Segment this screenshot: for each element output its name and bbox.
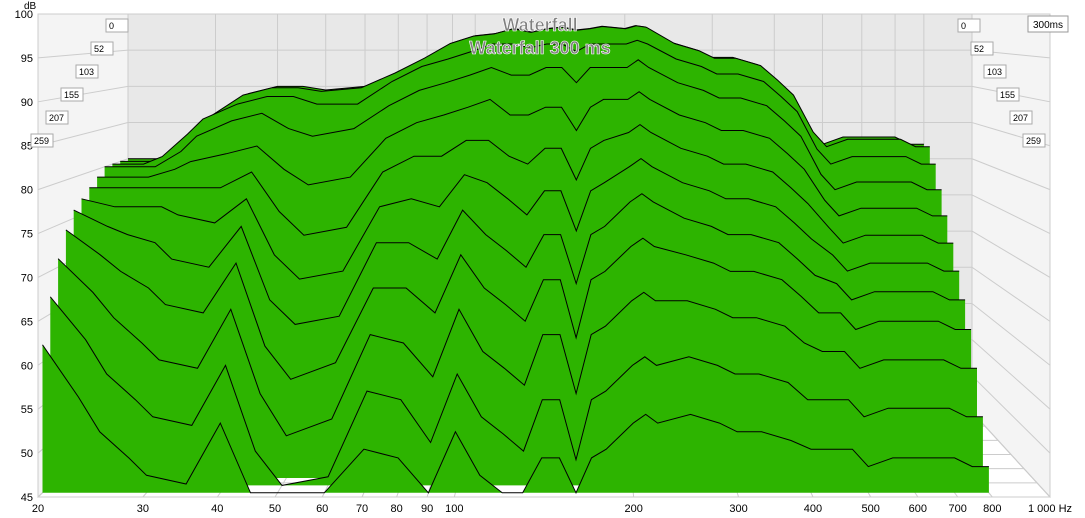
time-tick-label: 103 [79, 67, 94, 77]
time-tick-label: 155 [1000, 90, 1015, 100]
time-tick-box [30, 133, 54, 148]
time-tick-label: 52 [974, 44, 984, 54]
time-tick-label: 0 [961, 21, 966, 31]
waterfall-slice-line [57, 258, 977, 437]
x-tick-label: 30 [137, 503, 149, 515]
time-badge: 300ms [1027, 15, 1069, 33]
y-axis-label: dB [24, 1, 37, 12]
time-tick-label: 259 [34, 136, 49, 146]
time-tick-box [996, 87, 1020, 102]
time-tick-box [90, 41, 114, 56]
x-tick-label: 40 [211, 503, 223, 515]
x-tick-label: 800 [983, 503, 1001, 515]
y-tick-label: 80 [21, 185, 33, 197]
time-tick-label: 0 [109, 21, 114, 31]
y-tick-label: 65 [21, 316, 33, 328]
x-tick-label: 70 [356, 503, 368, 515]
time-tick-box [60, 87, 84, 102]
waterfall-slice-line [120, 25, 930, 162]
y-tick-label: 50 [21, 448, 33, 460]
x-tick-label: 700 [949, 503, 967, 515]
time-tick-box [970, 41, 994, 56]
time-tick-label: 52 [94, 44, 104, 54]
waterfall-slice-line [97, 91, 948, 217]
y-tick-label: 60 [21, 360, 33, 372]
grid-line-db-side [971, 339, 1051, 410]
grid-line-db-side [971, 266, 1051, 322]
y-tick-label: 85 [21, 141, 33, 153]
chart-title: Waterfall [502, 15, 577, 35]
y-tick-label: 70 [21, 272, 33, 284]
axes: 45 50 55 60 65 70 75 80 85 90 95 100 20 30 40 50 60 70 80 9… [15, 9, 1072, 515]
time-tick-box [1022, 133, 1046, 148]
y-tick-label: 45 [21, 492, 33, 504]
waterfall-slice-fill [42, 344, 989, 493]
x-tick-label: 600 [909, 503, 927, 515]
y-tick-label: 95 [21, 53, 33, 65]
waterfall-slice-line [112, 39, 936, 165]
chart-subtitle: Waterfall 300 ms [469, 38, 610, 58]
x-tick-label: 80 [390, 503, 402, 515]
y-tick-label: 100 [15, 9, 33, 21]
x-tick-label: 500 [862, 503, 880, 515]
waterfall-slice-line [42, 344, 989, 494]
time-tick-label: 155 [64, 90, 79, 100]
time-tick-box [1009, 110, 1033, 125]
time-tick-box [75, 64, 99, 79]
grid-line-db-side [971, 230, 1051, 278]
time-badge-label: 300ms [1033, 20, 1063, 31]
time-tick-box [45, 110, 69, 125]
x-tick-label: 200 [624, 503, 642, 515]
x-tick-label: 100 [445, 503, 463, 515]
waterfall-slice-line [49, 296, 983, 486]
grid-line-db-side [971, 194, 1051, 234]
time-tick-label: 103 [987, 67, 1002, 77]
y-tick-label: 75 [21, 229, 33, 241]
x-tick-label: 60 [316, 503, 328, 515]
time-tick-label: 207 [49, 113, 64, 123]
time-tick-box [983, 64, 1007, 79]
y-tick-label: 55 [21, 404, 33, 416]
waterfall-slices [42, 25, 989, 494]
x-tick-label: 300 [729, 503, 747, 515]
x-tick-label: 90 [421, 503, 433, 515]
grid-line-db-side [971, 158, 1051, 191]
x-tick-label: 400 [804, 503, 822, 515]
waterfall-slice-line [89, 123, 954, 244]
waterfall-slice-line [104, 59, 942, 191]
time-tick-label: 207 [1013, 113, 1028, 123]
time-tick-box [957, 18, 981, 33]
x-tick-label: 20 [32, 503, 44, 515]
y-tick-label: 90 [21, 97, 33, 109]
time-tick-label: 259 [1026, 136, 1041, 146]
waterfall-slice-line [81, 157, 960, 280]
x-tick-label: 1 000 Hz [1028, 503, 1072, 515]
grid-line-db-side [971, 303, 1051, 366]
grid-line-db-side [971, 375, 1051, 454]
waterfall-slice-line [73, 193, 966, 325]
waterfall-slice-line [65, 229, 972, 380]
x-tick-label: 50 [269, 503, 281, 515]
time-tick-box [105, 18, 129, 33]
